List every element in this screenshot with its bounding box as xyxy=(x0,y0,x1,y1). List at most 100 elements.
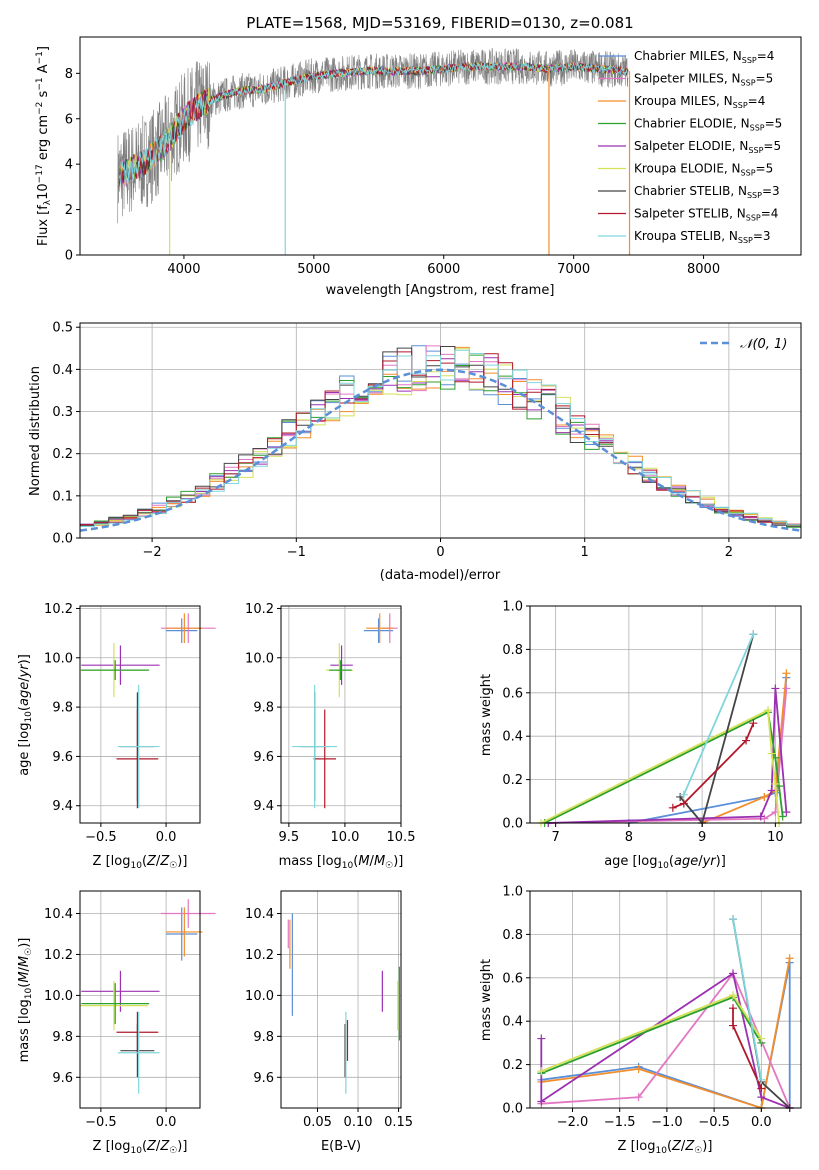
errorbar-point xyxy=(166,907,203,957)
weight-marker xyxy=(767,749,776,758)
y-tick-label: 0.8 xyxy=(502,928,523,943)
legend-label: Kroupa ELODIE, NSSP=5 xyxy=(634,162,773,178)
weight-marker xyxy=(782,684,791,693)
y-tick-label: 0.4 xyxy=(502,730,523,745)
y-tick-label: 2 xyxy=(65,203,73,218)
weight-marker xyxy=(757,1093,766,1102)
y-tick-label: 0.4 xyxy=(52,363,73,378)
y-tick-label: 0.5 xyxy=(52,321,73,336)
y-tick-label: 0.1 xyxy=(52,489,73,504)
weight-marker xyxy=(764,706,773,715)
x-tick-label: 0 xyxy=(436,545,444,560)
y-tick-label: 8 xyxy=(65,67,73,82)
y-tick-label: 0.4 xyxy=(502,1015,523,1030)
y-tick-label: 10.0 xyxy=(44,651,73,666)
y-tick-label: 9.4 xyxy=(253,799,274,814)
y-tick-label: 0.6 xyxy=(502,686,523,701)
y-tick-label: 0.8 xyxy=(502,643,523,658)
weight-marker xyxy=(778,812,787,821)
x-tick-label: 2 xyxy=(725,545,733,560)
x-tick-label: 0.05 xyxy=(303,1115,332,1130)
weight-marker xyxy=(634,1064,643,1073)
y-tick-label: 0.2 xyxy=(502,773,523,788)
x-tick-label: 7 xyxy=(551,830,559,845)
x-tick-label: 8000 xyxy=(687,262,720,277)
errorbar-point xyxy=(81,645,160,685)
y-tick-label: 9.6 xyxy=(253,1071,274,1086)
y-tick-label: 10.0 xyxy=(245,989,274,1004)
weight-series xyxy=(729,915,766,1084)
y-tick-label: 9.6 xyxy=(253,750,274,765)
spectrum-ylabel: Flux [fλ10−17 erg cm−2 s−1 A−1] xyxy=(35,46,53,246)
weight-marker xyxy=(537,1067,546,1076)
y-tick-label: 1.0 xyxy=(502,600,523,615)
weight-marker xyxy=(729,969,738,978)
x-tick-label: −0.5 xyxy=(85,1115,117,1130)
weight-series xyxy=(679,630,758,799)
weight-marker xyxy=(757,1084,766,1093)
y-tick-label: 10.2 xyxy=(44,948,73,963)
errorbar-point xyxy=(81,660,150,680)
weight-marker xyxy=(756,812,765,821)
legend-label: Chabrier STELIB, NSSP=3 xyxy=(634,184,780,200)
ebv-mass-panel: 0.05 0.10 0.15 9.6 9.8 10.0 10.2 10.4 E(B-V) xyxy=(245,890,413,1154)
x-tick-label: 10 xyxy=(767,830,784,845)
y-tick-label: 9.4 xyxy=(52,799,73,814)
weight-line xyxy=(682,633,755,796)
z-age-xlabel: Z [log10(Z/Z☉)] xyxy=(93,854,188,871)
errorbar-point xyxy=(166,613,203,643)
weight-series xyxy=(676,630,758,827)
errorbar-point xyxy=(80,981,148,1031)
x-tick-label: 7000 xyxy=(557,262,590,277)
x-tick-label: 0.0 xyxy=(751,1115,772,1130)
x-tick-label: 10.0 xyxy=(330,830,359,845)
x-tick-label: −2.0 xyxy=(557,1115,589,1130)
weight-marker xyxy=(785,954,794,963)
weight-marker xyxy=(757,1034,766,1043)
x-tick-label: 8 xyxy=(625,830,633,845)
errorbar-point xyxy=(116,709,159,809)
y-tick-label: 0.0 xyxy=(52,532,73,547)
legend-label: Salpeter STELIB, NSSP=4 xyxy=(634,207,778,223)
spectrum-title: PLATE=1568, MJD=53169, FIBERID=0130, z=0… xyxy=(246,14,633,32)
x-tick-label: 9.5 xyxy=(279,830,300,845)
x-tick-label: −1.5 xyxy=(604,1115,636,1130)
errorbar-point xyxy=(160,899,216,928)
residual-ylabel: Normed distribution xyxy=(28,366,43,496)
z-age-panel: −0.5 0.0 9.4 9.6 9.8 10.0 10.2 Z [log10(Z/Z☉)]… xyxy=(17,602,216,871)
weight-line xyxy=(672,722,755,809)
y-tick-label: 0.2 xyxy=(52,447,73,462)
z-mass-panel: −0.5 0.0 9.6 9.8 10.0 10.2 10.4 Z [log10(Z/Z☉)… xyxy=(17,890,216,1156)
weight-marker xyxy=(729,991,738,1000)
weight-marker xyxy=(749,630,758,639)
y-tick-label: 10.2 xyxy=(44,602,73,617)
weight-marker xyxy=(634,1093,643,1102)
weight-marker xyxy=(782,669,791,678)
weight-line xyxy=(541,958,791,1110)
y-tick-label: 10.0 xyxy=(44,989,73,1004)
y-tick-label: 0.6 xyxy=(502,971,523,986)
y-tick-label: 0.0 xyxy=(502,1102,523,1117)
errorbar-point xyxy=(117,1011,160,1094)
x-tick-label: 9 xyxy=(698,830,706,845)
x-tick-label: 1 xyxy=(581,545,589,560)
ebv-mass-xlabel: E(B-V) xyxy=(321,1139,361,1154)
y-tick-label: 9.6 xyxy=(52,750,73,765)
y-tick-label: 0 xyxy=(65,249,73,264)
z-weight-ylabel: mass weight xyxy=(479,959,494,1041)
weight-marker xyxy=(782,808,791,817)
z-age-ylabel: age [log10(age/yr)] xyxy=(17,654,34,776)
legend-label: Salpeter MILES, NSSP=5 xyxy=(634,72,773,88)
errorbar-point xyxy=(313,709,336,809)
weight-marker xyxy=(729,1004,738,1013)
y-tick-label: 9.6 xyxy=(52,1071,73,1086)
z-mass-xlabel: Z [log10(Z/Z☉)] xyxy=(93,1139,188,1156)
weight-marker xyxy=(771,779,780,788)
spectrum-xlabel: wavelength [Angstrom, rest frame] xyxy=(326,283,555,298)
z-weight-xlabel: Z [log10(Z/Z☉)] xyxy=(618,1139,713,1156)
spectrum-legend: Chabrier MILES, NSSP=4 Salpeter MILES, NS… xyxy=(598,49,782,245)
weight-series xyxy=(537,991,766,1076)
x-tick-label: 0.15 xyxy=(384,1115,413,1130)
weight-marker xyxy=(767,786,776,795)
spectrum-panel: PLATE=1568, MJD=53169, FIBERID=0130, z=0… xyxy=(35,14,802,298)
